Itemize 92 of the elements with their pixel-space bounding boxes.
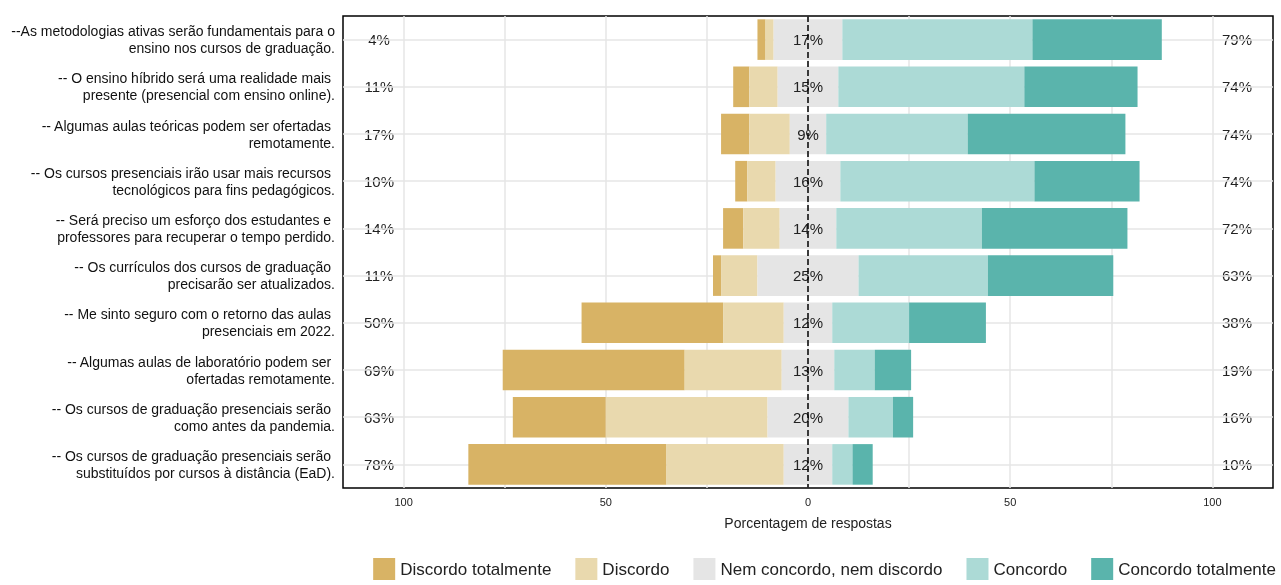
bar xyxy=(757,255,859,296)
y-tick-label: -- O ensino híbrido será uma realidade mais presente (presencial com ensino online). xyxy=(57,70,335,104)
data-label: 17% xyxy=(792,31,824,49)
annotation: 78% xyxy=(363,455,395,473)
bar xyxy=(723,208,744,249)
annotation: 17% xyxy=(363,125,395,143)
bar xyxy=(909,302,986,344)
legend-label: Discordo xyxy=(602,559,670,579)
bar xyxy=(981,208,1128,249)
annotation: 50% xyxy=(363,314,395,332)
bar xyxy=(826,113,968,155)
bar xyxy=(721,113,750,155)
bar xyxy=(747,160,776,202)
bar xyxy=(749,66,778,108)
legend-label: Concordo totalmente xyxy=(1118,559,1277,579)
bar xyxy=(848,396,893,438)
bar xyxy=(733,66,750,108)
annotation: 63% xyxy=(363,408,395,426)
bar xyxy=(581,302,724,344)
data-label: 9% xyxy=(797,125,819,143)
data-label: 13% xyxy=(792,361,824,379)
bar xyxy=(765,19,774,60)
annotation: 38% xyxy=(1221,314,1253,332)
data-label: 20% xyxy=(792,408,824,426)
annotation: 16% xyxy=(1221,408,1253,426)
x-axis-title: Porcentagem de respostas xyxy=(724,515,892,531)
bar xyxy=(712,255,722,296)
annotation: 74% xyxy=(1221,78,1253,96)
annotation: 79% xyxy=(1221,31,1253,49)
bar xyxy=(743,208,780,249)
legend-label: Discordo totalmente xyxy=(400,559,552,579)
x-tick-label: 50 xyxy=(1004,495,1017,508)
bar xyxy=(684,349,782,391)
x-tick-label: 100 xyxy=(394,495,413,508)
x-tick-label: 50 xyxy=(599,495,612,508)
annotation: 63% xyxy=(1221,267,1253,285)
bar xyxy=(757,19,766,60)
annotation: 10% xyxy=(1221,455,1253,473)
bar xyxy=(852,444,873,485)
bar xyxy=(721,255,758,296)
bar xyxy=(605,396,768,438)
y-tick-label: -- Os cursos presenciais irão usar mais recursos tecnológicos para fins pedagógicos. xyxy=(30,164,335,198)
bar xyxy=(832,444,853,485)
legend-label: Nem concordo, nem discordo xyxy=(720,559,943,579)
bar xyxy=(502,349,685,391)
y-tick-label: -- Os cursos de graduação presenciais serão substituídos por cursos à distância (EaD). xyxy=(51,447,335,481)
x-tick-label: 100 xyxy=(1203,495,1222,508)
annotation: 10% xyxy=(363,172,395,190)
data-label: 12% xyxy=(792,455,824,473)
data-label: 15% xyxy=(792,78,824,96)
bar xyxy=(840,160,1035,202)
y-tick-label: -- Os cursos de graduação presenciais serão como antes da pandemia. xyxy=(51,400,335,434)
data-label: 16% xyxy=(792,172,824,190)
bar xyxy=(987,255,1114,296)
bar xyxy=(666,444,784,485)
bar xyxy=(512,396,606,438)
bar xyxy=(1034,160,1140,202)
bar xyxy=(1032,19,1162,60)
bar xyxy=(468,444,667,485)
y-tick-label: -- Algumas aulas de laboratório podem ser ofertadas remotamente. xyxy=(67,353,335,387)
annotation: 69% xyxy=(363,361,395,379)
bar xyxy=(967,113,1126,155)
y-tick-label: -- Os currículos dos cursos de graduação precisarão ser atualizados. xyxy=(74,259,335,293)
annotation: 74% xyxy=(1221,172,1253,190)
y-tick-label: --As metodologias ativas serão fundamentais para o ensino nos cursos de graduação. xyxy=(11,23,336,57)
bar xyxy=(832,302,910,344)
bar xyxy=(836,208,982,249)
y-tick-label: -- Algumas aulas teóricas podem ser ofertadas remotamente. xyxy=(41,117,335,151)
bar xyxy=(838,66,1025,108)
data-label: 25% xyxy=(792,267,824,285)
legend-label: Concordo xyxy=(993,559,1068,579)
y-tick-label: -- Me sinto seguro com o retorno das aulas presenciais em 2022. xyxy=(64,306,335,340)
y-tick-label: -- Será preciso um esforço dos estudantes e professores para recuperar o tempo perdido. xyxy=(55,211,335,245)
annotation: 72% xyxy=(1221,219,1253,237)
bar xyxy=(749,113,790,155)
annotation: 14% xyxy=(363,219,395,237)
bar xyxy=(723,302,784,344)
bar xyxy=(1024,66,1138,108)
bar xyxy=(892,396,914,438)
bar xyxy=(834,349,875,391)
bar xyxy=(735,160,748,202)
annotation: 74% xyxy=(1221,125,1253,143)
annotation: 11% xyxy=(364,78,394,96)
annotation: 19% xyxy=(1221,361,1253,379)
annotation: 4% xyxy=(368,31,390,49)
bar xyxy=(842,19,1033,60)
data-label: 14% xyxy=(792,219,824,237)
annotation: 11% xyxy=(364,267,394,285)
data-label: 12% xyxy=(792,314,824,332)
x-tick-label: 0 xyxy=(804,495,812,508)
bar xyxy=(874,349,912,391)
bar xyxy=(858,255,988,296)
